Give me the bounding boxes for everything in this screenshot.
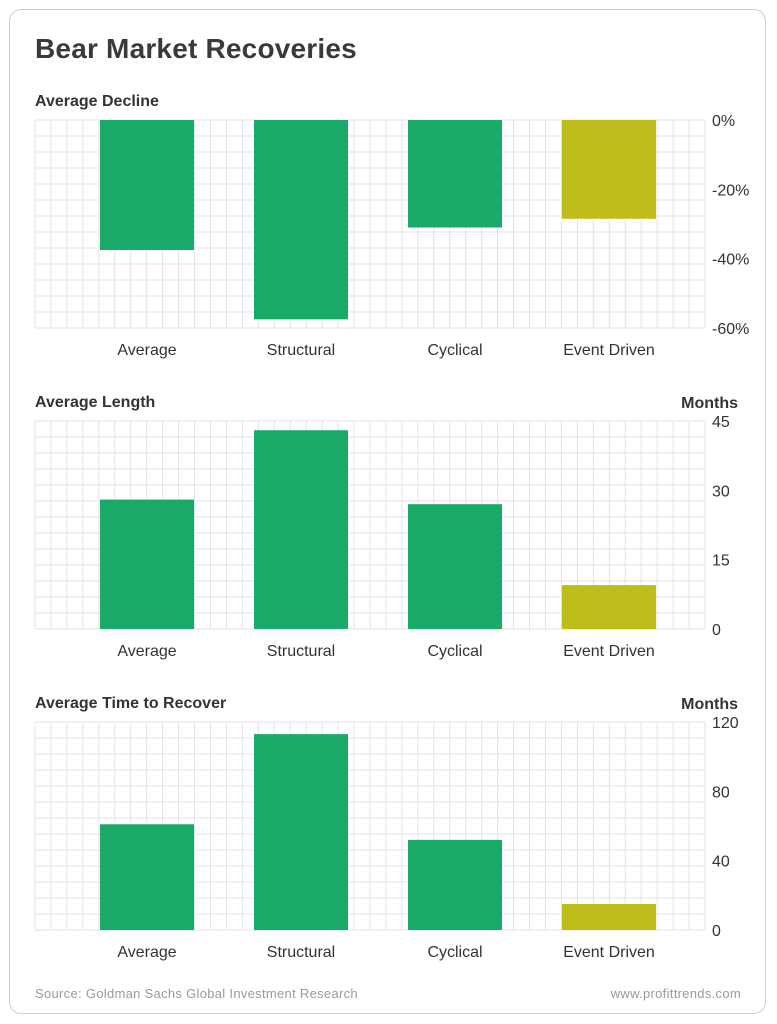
x-tick-label: Structural [267, 342, 335, 359]
bar-event-driven [562, 904, 656, 930]
x-tick-label: Average [117, 944, 176, 961]
x-tick-label: Event Driven [563, 944, 655, 961]
x-tick-label: Average [117, 342, 176, 359]
y-tick-label: -60% [712, 321, 749, 338]
x-tick-label: Event Driven [563, 342, 655, 359]
y-tick-label: 30 [712, 483, 730, 500]
y-tick-label: -40% [712, 252, 749, 269]
chart-average-time-to-recover: Average Time to Recover Months Average Stru… [34, 695, 739, 961]
subplot-title: Average Time to Recover [35, 695, 226, 712]
bar-cyclical [408, 504, 502, 629]
chart-average-decline: Average Decline Average Structural Cyclical… [34, 93, 749, 359]
x-tick-label: Structural [267, 643, 335, 660]
y-tick-label: 80 [712, 784, 730, 801]
y-tick-label: 40 [712, 854, 730, 871]
y-tick-label: 0 [712, 622, 721, 639]
x-tick-label: Event Driven [563, 643, 655, 660]
y-tick-label: 0 [712, 923, 721, 940]
subplot-title: Average Decline [35, 93, 159, 110]
x-tick-label: Cyclical [427, 944, 482, 961]
bar-average [100, 824, 194, 930]
bar-structural [254, 734, 348, 930]
y-tick-label: 15 [712, 553, 730, 570]
x-tick-label: Cyclical [427, 643, 482, 660]
y-tick-label: 45 [712, 414, 730, 431]
bar-cyclical [408, 120, 502, 228]
bar-structural [254, 430, 348, 629]
x-tick-label: Cyclical [427, 342, 482, 359]
y-tick-label: 120 [712, 715, 739, 732]
bar-event-driven [562, 585, 656, 629]
x-tick-label: Average [117, 643, 176, 660]
bar-cyclical [408, 839, 502, 930]
unit-label: Months [681, 696, 738, 713]
x-tick-label: Structural [267, 944, 335, 961]
bar-average [100, 120, 194, 250]
y-tick-label: 0% [712, 113, 735, 130]
unit-label: Months [681, 395, 738, 412]
chart-average-length: Average Length Months Average Structural Cyc… [34, 394, 738, 660]
subplot-title: Average Length [35, 394, 155, 411]
bar-average [100, 499, 194, 629]
bar-event-driven [562, 120, 656, 219]
source-note: Source: Goldman Sachs Global Investment … [35, 986, 358, 1001]
bar-structural [254, 120, 348, 320]
page-title: Bear Market Recoveries [35, 33, 357, 64]
y-tick-label: -20% [712, 182, 749, 199]
website-url: www.profittrends.com [610, 986, 741, 1001]
